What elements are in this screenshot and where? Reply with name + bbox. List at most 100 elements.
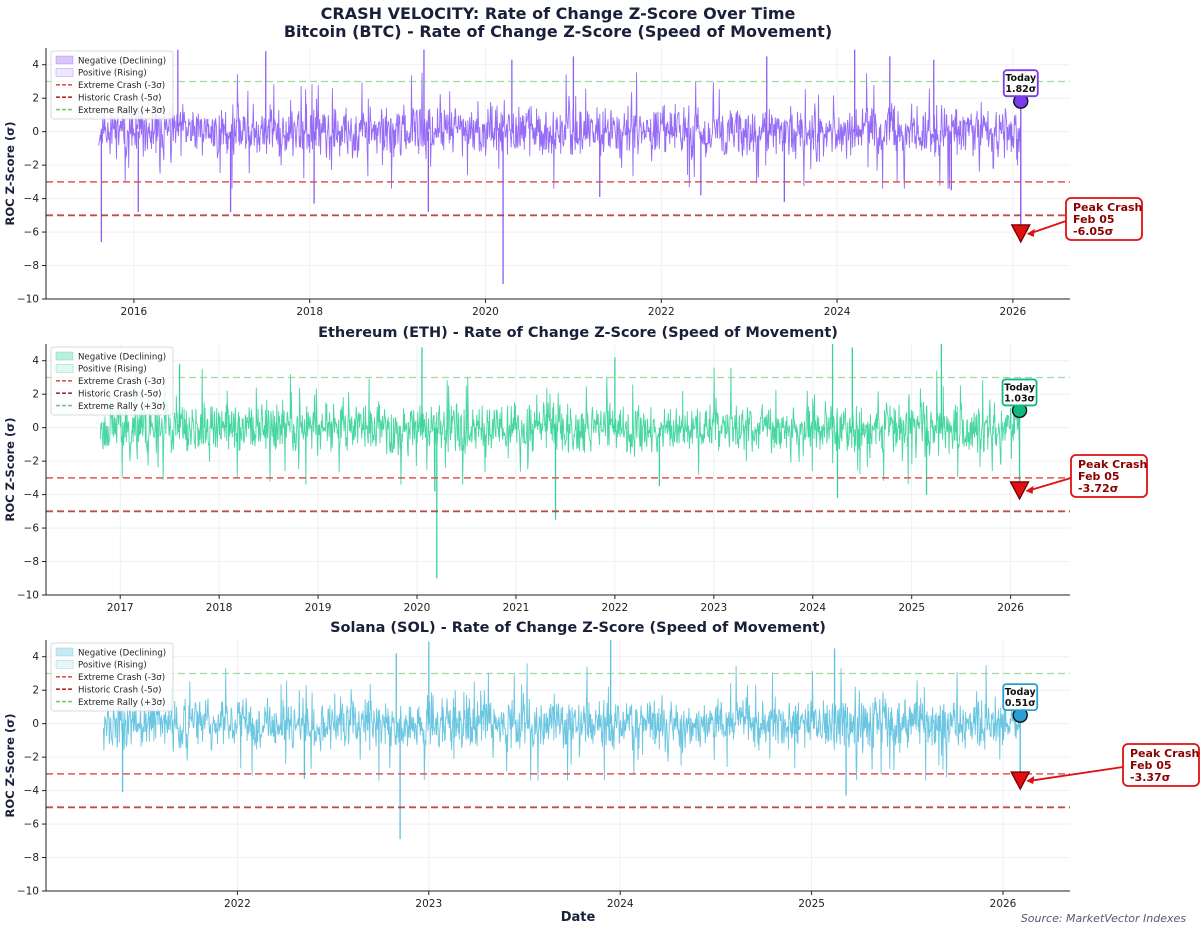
y-tick-label: 0 <box>32 718 39 730</box>
y-tick-label: 0 <box>32 126 39 138</box>
legend-label: Positive (Rising) <box>78 661 147 671</box>
peak-arrow-head <box>1025 485 1034 494</box>
legend-label: Negative (Declining) <box>78 648 166 658</box>
today-label-box <box>1001 378 1038 407</box>
legend-label: Extreme Rally (+3σ) <box>78 106 165 116</box>
x-tick-label: 2020 <box>404 602 431 614</box>
x-tick-label: 2022 <box>224 898 251 910</box>
x-tick-label: 2024 <box>799 602 826 614</box>
panel-title-eth: Ethereum (ETH) - Rate of Change Z-Score … <box>318 325 838 341</box>
peak-arrow <box>1027 477 1072 492</box>
peak-label-title: Peak Crash <box>1078 458 1147 471</box>
x-tick-label: 2026 <box>997 602 1024 614</box>
x-tick-label: 2023 <box>700 602 727 614</box>
y-tick-label: 4 <box>32 59 39 71</box>
source-note: Source: MarketVector Indexes <box>1020 912 1186 925</box>
peak-arrow <box>1028 766 1124 782</box>
peak-marker-sol <box>1010 771 1031 791</box>
legend-label: Extreme Rally (+3σ) <box>78 402 165 412</box>
x-tick-label: 2022 <box>648 306 675 318</box>
x-tick-label: 2026 <box>990 898 1017 910</box>
y-tick-label: −6 <box>24 227 40 239</box>
legend-label: Positive (Rising) <box>78 69 147 79</box>
legend-swatch <box>55 364 74 373</box>
today-label-title: Today <box>1004 382 1036 393</box>
x-tick-label: 2021 <box>503 602 530 614</box>
chart-eth: Ethereum (ETH) - Rate of Change Z-Score … <box>3 325 1148 614</box>
y-tick-label: −6 <box>24 819 40 831</box>
legend-label: Extreme Crash (-3σ) <box>78 673 165 683</box>
x-tick-label: 2024 <box>824 306 851 318</box>
peak-label-value: -3.37σ <box>1130 771 1170 784</box>
today-label-box <box>1002 69 1039 98</box>
y-tick-label: −6 <box>24 523 40 535</box>
peak-arrow-head <box>1026 776 1035 785</box>
peak-label-box <box>1065 197 1143 241</box>
y-axis-label: ROC Z-Score (σ) <box>3 714 17 818</box>
y-tick-label: 0 <box>32 422 39 434</box>
y-tick-label: 2 <box>32 389 39 401</box>
y-tick-label: 4 <box>32 651 39 663</box>
y-tick-label: −10 <box>17 886 39 898</box>
y-tick-label: −4 <box>24 193 40 205</box>
x-tick-label: 2018 <box>296 306 323 318</box>
peak-arrow <box>1028 220 1067 235</box>
x-tick-label: 2025 <box>898 602 925 614</box>
today-label-title: Today <box>1005 73 1037 84</box>
x-tick-label: 2024 <box>607 898 634 910</box>
x-axis-label: Date <box>561 910 596 925</box>
peak-label-title: Peak Crash <box>1073 201 1142 214</box>
legend-swatch <box>55 351 74 361</box>
legend-swatch <box>55 660 74 669</box>
legend-sol: Negative (Declining) Positive (Rising) Ext… <box>50 642 174 712</box>
legend-label: Historic Crash (-5σ) <box>78 686 162 696</box>
peak-label-title: Peak Crash <box>1130 747 1199 760</box>
x-tick-label: 2017 <box>107 602 134 614</box>
legend-swatch <box>55 55 74 65</box>
y-tick-label: −4 <box>24 785 40 797</box>
series-line-btc <box>98 72 1022 189</box>
y-tick-label: −2 <box>24 456 39 468</box>
legend-label: Extreme Rally (+3σ) <box>78 698 165 708</box>
chart-btc: 4 2 0 −2 −4 −6 −8 −10 2016 2018 2020 2022 2024 2026 RO… <box>3 48 1143 318</box>
y-tick-label: −8 <box>24 556 39 568</box>
peak-label-date: Feb 05 <box>1073 213 1115 226</box>
legend-box <box>50 50 174 120</box>
legend-eth: Negative (Declining) Positive (Rising) Ext… <box>50 346 174 416</box>
y-tick-label: 2 <box>32 93 39 105</box>
x-tick-label: 2019 <box>305 602 332 614</box>
panel-title-sol: Solana (SOL) - Rate of Change Z-Score (S… <box>330 620 826 636</box>
today-label-value: 0.51σ <box>1005 698 1036 709</box>
x-tick-label: 2018 <box>206 602 233 614</box>
legend-label: Extreme Crash (-3σ) <box>78 377 165 387</box>
legend-label: Historic Crash (-5σ) <box>78 94 162 104</box>
peak-label-value: -6.05σ <box>1073 225 1113 238</box>
today-label-value: 1.82σ <box>1005 84 1036 95</box>
y-axis-label: ROC Z-Score (σ) <box>3 122 17 226</box>
y-tick-label: −2 <box>24 752 39 764</box>
legend-box <box>50 346 174 416</box>
legend-label: Negative (Declining) <box>78 352 166 362</box>
x-tick-label: 2025 <box>798 898 825 910</box>
legend-swatch <box>55 647 74 657</box>
x-tick-label: 2022 <box>602 602 629 614</box>
y-tick-label: −8 <box>24 260 39 272</box>
y-axis-label: ROC Z-Score (σ) <box>3 418 17 522</box>
series-line-sol <box>102 663 1021 781</box>
legend-label: Extreme Crash (-3σ) <box>78 81 165 91</box>
peak-label-date: Feb 05 <box>1078 470 1120 483</box>
y-tick-label: 2 <box>32 685 39 697</box>
peak-arrow-head <box>1026 228 1035 237</box>
peak-label-date: Feb 05 <box>1130 759 1172 772</box>
legend-box <box>50 642 174 712</box>
y-tick-label: −10 <box>17 590 39 602</box>
today-label-title: Today <box>1005 687 1037 698</box>
legend-swatch <box>55 68 74 77</box>
